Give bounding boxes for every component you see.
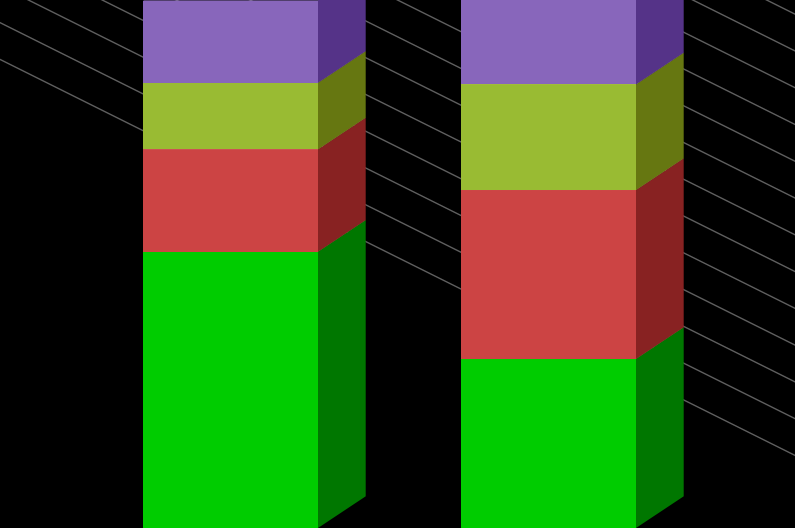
Polygon shape — [461, 84, 636, 190]
Polygon shape — [318, 0, 366, 83]
Polygon shape — [636, 0, 684, 84]
Polygon shape — [143, 0, 366, 1]
Polygon shape — [461, 53, 684, 84]
Polygon shape — [143, 252, 318, 528]
Polygon shape — [636, 327, 684, 528]
Polygon shape — [318, 118, 366, 252]
Polygon shape — [143, 83, 318, 149]
Polygon shape — [143, 51, 366, 83]
Polygon shape — [461, 0, 636, 84]
Polygon shape — [143, 118, 366, 149]
Polygon shape — [318, 220, 366, 528]
Polygon shape — [461, 327, 684, 359]
Polygon shape — [636, 158, 684, 359]
Polygon shape — [143, 220, 366, 252]
Polygon shape — [461, 190, 636, 359]
Polygon shape — [143, 1, 318, 83]
Polygon shape — [636, 53, 684, 190]
Polygon shape — [461, 359, 636, 528]
Polygon shape — [461, 158, 684, 190]
Polygon shape — [143, 149, 318, 252]
Polygon shape — [318, 51, 366, 149]
